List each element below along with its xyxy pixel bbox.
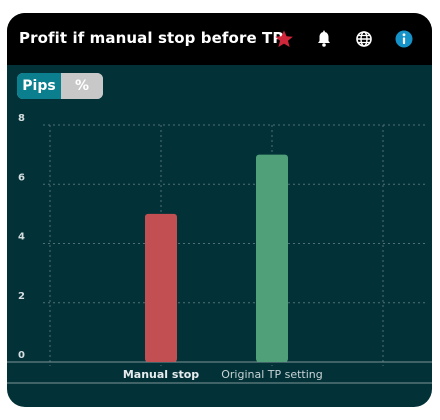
x-tick-label: Manual stop — [123, 368, 199, 381]
bar-original-tp-setting — [256, 155, 288, 362]
bar-manual-stop — [145, 214, 177, 362]
y-tick-label: 8 — [18, 113, 25, 124]
y-tick-label: 6 — [18, 172, 25, 183]
chart-card: Profit if manual stop before TP — [7, 13, 432, 407]
x-tick-label: Original TP setting — [221, 368, 323, 381]
y-tick-label: 2 — [18, 291, 25, 302]
bar-chart: 0 2 4 6 8 Manual stop Original TP setting — [7, 13, 432, 407]
y-tick-label: 4 — [18, 232, 25, 243]
y-tick-label: 0 — [18, 350, 25, 361]
